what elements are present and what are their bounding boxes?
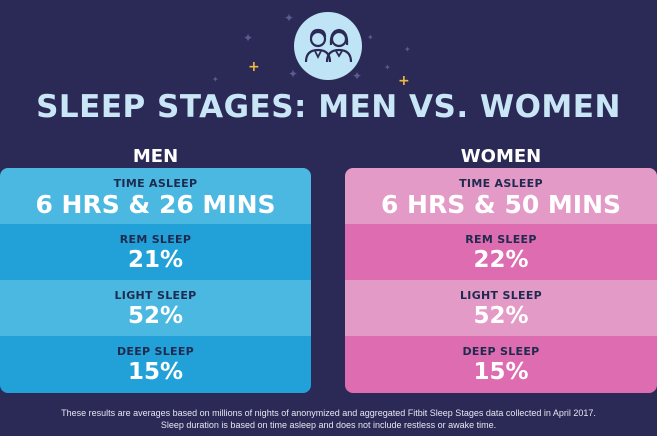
light-sleep-row: LIGHT SLEEP 52% bbox=[0, 280, 311, 336]
women-stats-card: TIME ASLEEP 6 HRS & 50 MINS REM SLEEP 22… bbox=[345, 168, 657, 393]
star-icon: ✦ bbox=[243, 32, 253, 44]
star-icon: ✦ bbox=[212, 76, 219, 84]
row-label: TIME ASLEEP bbox=[345, 168, 657, 190]
women-rem-sleep-value: 22% bbox=[345, 249, 657, 272]
men-deep-sleep-value: 15% bbox=[0, 361, 311, 384]
footnote: These results are averages based on mill… bbox=[0, 407, 657, 431]
footnote-line-1: These results are averages based on mill… bbox=[0, 407, 657, 419]
page-title: SLEEP STAGES: MEN VS. WOMEN bbox=[0, 89, 657, 125]
row-label: DEEP SLEEP bbox=[345, 336, 657, 358]
man-and-woman-avatars-icon bbox=[294, 12, 362, 80]
women-deep-sleep-value: 15% bbox=[345, 361, 657, 384]
row-label: TIME ASLEEP bbox=[0, 168, 311, 190]
men-rem-sleep-value: 21% bbox=[0, 249, 311, 272]
plus-sparkle-icon: + bbox=[248, 60, 260, 74]
star-icon: ✦ bbox=[367, 34, 374, 42]
men-light-sleep-value: 52% bbox=[0, 305, 311, 328]
column-label-men: MEN bbox=[0, 146, 311, 167]
footnote-line-2: Sleep duration is based on time asleep a… bbox=[0, 419, 657, 431]
column-label-women: WOMEN bbox=[345, 146, 657, 167]
deep-sleep-row: DEEP SLEEP 15% bbox=[0, 336, 311, 393]
time-asleep-row: TIME ASLEEP 6 HRS & 26 MINS bbox=[0, 168, 311, 224]
time-asleep-row: TIME ASLEEP 6 HRS & 50 MINS bbox=[345, 168, 657, 224]
star-icon: ✦ bbox=[404, 46, 411, 54]
deep-sleep-row: DEEP SLEEP 15% bbox=[345, 336, 657, 393]
star-icon: ✦ bbox=[384, 64, 391, 72]
rem-sleep-row: REM SLEEP 22% bbox=[345, 224, 657, 280]
light-sleep-row: LIGHT SLEEP 52% bbox=[345, 280, 657, 336]
men-stats-card: TIME ASLEEP 6 HRS & 26 MINS REM SLEEP 21… bbox=[0, 168, 311, 393]
men-time-asleep-value: 6 HRS & 26 MINS bbox=[0, 192, 311, 217]
women-time-asleep-value: 6 HRS & 50 MINS bbox=[345, 192, 657, 217]
women-light-sleep-value: 52% bbox=[345, 305, 657, 328]
row-label: LIGHT SLEEP bbox=[0, 280, 311, 302]
row-label: REM SLEEP bbox=[345, 224, 657, 246]
plus-sparkle-icon: + bbox=[398, 74, 410, 88]
rem-sleep-row: REM SLEEP 21% bbox=[0, 224, 311, 280]
row-label: LIGHT SLEEP bbox=[345, 280, 657, 302]
row-label: REM SLEEP bbox=[0, 224, 311, 246]
row-label: DEEP SLEEP bbox=[0, 336, 311, 358]
star-icon: ✦ bbox=[284, 12, 294, 24]
